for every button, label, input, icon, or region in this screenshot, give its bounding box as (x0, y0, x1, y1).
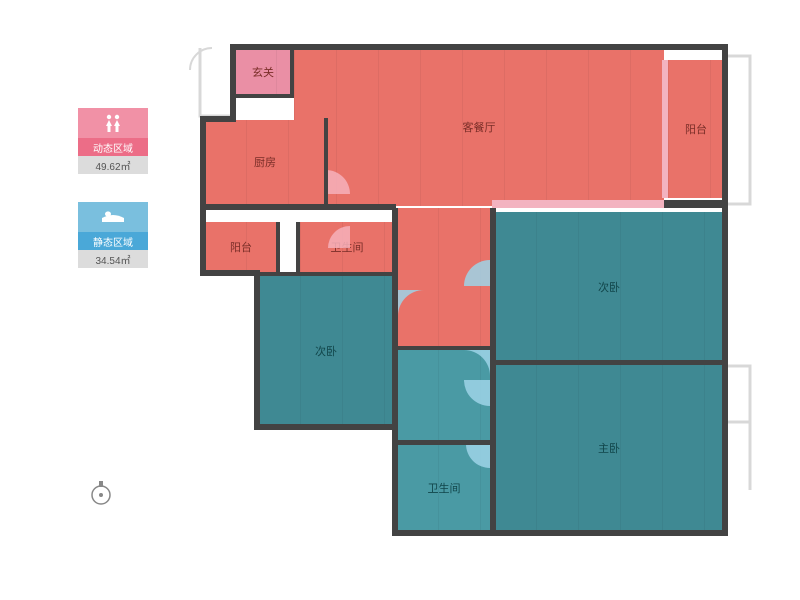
legend: 动态区域 49.62㎡ 静态区域 34.54㎡ (78, 108, 148, 296)
room-label: 次卧 (598, 279, 620, 295)
wall (258, 272, 396, 276)
living-bottom-strip (492, 200, 664, 208)
wall (290, 48, 294, 98)
wall (200, 270, 260, 276)
room-bath2: 卫生间 (396, 444, 492, 532)
people-icon (102, 113, 124, 133)
wall (490, 208, 496, 534)
room-label: 客餐厅 (463, 119, 496, 135)
wall (204, 204, 396, 210)
balcony-divider (662, 60, 668, 198)
legend-static-icon (78, 202, 148, 232)
wall (324, 118, 328, 206)
wall (230, 44, 236, 122)
room-bath1: 卫生间 (300, 222, 394, 272)
wall (200, 116, 206, 276)
wall (722, 208, 728, 534)
legend-dynamic: 动态区域 49.62㎡ (78, 108, 148, 174)
wall (392, 440, 398, 536)
sleep-icon (100, 210, 126, 224)
wall (722, 44, 728, 206)
room-label: 厨房 (254, 154, 276, 170)
room-label: 卫生间 (331, 239, 364, 255)
legend-dynamic-label: 动态区域 (78, 138, 148, 156)
room-label: 卫生间 (428, 480, 461, 496)
wall (276, 222, 280, 272)
room-label: 玄关 (252, 64, 274, 80)
wall (396, 440, 494, 445)
legend-static: 静态区域 34.54㎡ (78, 202, 148, 268)
room-bedroom2b: 次卧 (258, 276, 394, 426)
room-balcony1: 阳台 (668, 60, 724, 198)
room-label: 主卧 (598, 440, 620, 456)
wall (392, 530, 728, 536)
wall (396, 346, 494, 350)
room-hallway (396, 350, 492, 442)
floorplan: 玄关客餐厅厨房阳台阳台卫生间次卧次卧主卧卫生间 (170, 30, 770, 570)
wall (230, 44, 728, 50)
legend-static-label: 静态区域 (78, 232, 148, 250)
room-label: 阳台 (230, 239, 252, 255)
wall (254, 424, 398, 430)
room-label: 阳台 (685, 121, 707, 137)
room-label: 次卧 (315, 343, 337, 359)
room-living_lower (396, 208, 492, 348)
wall (200, 116, 234, 122)
wall (234, 94, 294, 98)
wall (392, 208, 398, 440)
wall (296, 222, 300, 272)
legend-dynamic-icon (78, 108, 148, 138)
legend-static-value: 34.54㎡ (78, 250, 148, 268)
compass-icon (86, 478, 116, 513)
room-master: 主卧 (494, 364, 724, 532)
legend-dynamic-value: 49.62㎡ (78, 156, 148, 174)
room-balcony2: 阳台 (204, 222, 278, 272)
room-bedroom2a: 次卧 (494, 212, 724, 362)
wall (490, 360, 724, 365)
wall (254, 274, 260, 430)
room-entry: 玄关 (234, 48, 292, 96)
room-living: 客餐厅 (294, 48, 664, 206)
wall (664, 200, 728, 208)
room-kitchen: 厨房 (204, 120, 326, 204)
